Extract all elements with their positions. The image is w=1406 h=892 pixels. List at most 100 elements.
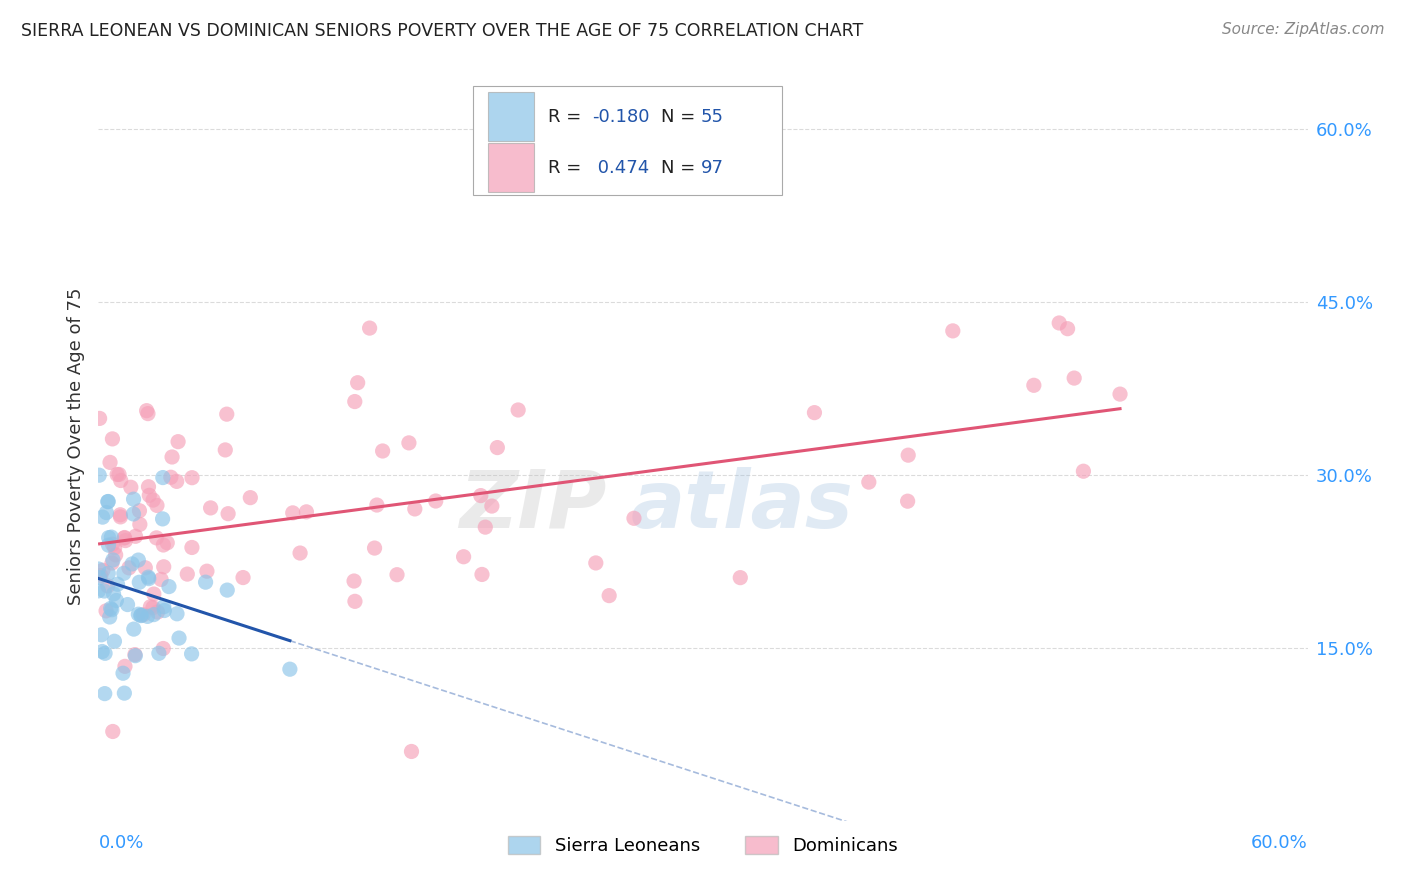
Point	[100, 530, 122, 544]
Point	[148, 646, 170, 660]
Point	[91, 644, 114, 658]
Point	[401, 744, 423, 758]
Point	[108, 467, 131, 482]
Point	[288, 546, 311, 560]
Point	[91, 510, 114, 524]
Point	[124, 648, 146, 663]
Point	[114, 659, 136, 673]
Point	[128, 517, 150, 532]
Text: Source: ZipAtlas.com: Source: ZipAtlas.com	[1222, 22, 1385, 37]
Point	[404, 502, 426, 516]
Point	[89, 411, 111, 425]
Y-axis label: Seniors Poverty Over the Age of 75: Seniors Poverty Over the Age of 75	[66, 287, 84, 605]
Point	[153, 599, 176, 614]
Point	[112, 566, 135, 581]
Point	[1056, 321, 1078, 335]
Point	[121, 557, 143, 571]
Point	[474, 520, 496, 534]
Point	[96, 506, 118, 520]
Text: 55: 55	[700, 108, 724, 126]
Point	[176, 567, 198, 582]
Point	[104, 548, 127, 562]
Point	[103, 587, 125, 601]
Point	[343, 594, 366, 608]
Point	[167, 434, 190, 449]
Point	[122, 622, 145, 636]
Point	[97, 494, 120, 508]
Point	[101, 537, 124, 551]
Point	[101, 556, 124, 570]
Point	[100, 601, 122, 615]
Point	[1063, 371, 1085, 385]
Point	[128, 504, 150, 518]
Point	[114, 531, 136, 545]
Point	[371, 444, 394, 458]
Point	[167, 631, 190, 645]
Point	[166, 607, 188, 621]
Text: 60.0%: 60.0%	[1251, 835, 1308, 853]
Point	[343, 394, 366, 409]
Point	[124, 648, 146, 662]
Point	[181, 471, 204, 485]
Point	[232, 570, 254, 584]
Point	[481, 499, 503, 513]
Point	[122, 507, 145, 521]
Point	[157, 580, 180, 594]
Point	[153, 603, 176, 617]
Point	[134, 561, 156, 575]
Point	[146, 605, 169, 619]
Point	[110, 509, 132, 524]
Point	[295, 505, 318, 519]
Point	[103, 634, 125, 648]
Text: R =: R =	[548, 159, 588, 177]
Point	[135, 403, 157, 417]
Point	[623, 511, 645, 525]
Point	[97, 579, 120, 593]
Point	[136, 609, 159, 624]
Point	[89, 468, 111, 483]
Point	[195, 564, 218, 578]
Point	[112, 531, 135, 545]
Point	[118, 561, 141, 575]
Point	[114, 533, 136, 548]
Point	[97, 538, 120, 552]
Point	[107, 577, 129, 591]
Point	[94, 646, 117, 660]
Point	[132, 607, 155, 622]
Point	[128, 575, 150, 590]
Text: -0.180: -0.180	[592, 108, 650, 126]
Point	[1073, 464, 1095, 478]
Point	[94, 604, 117, 618]
Point	[152, 559, 174, 574]
Point	[363, 541, 385, 555]
Point	[152, 641, 174, 656]
Text: atlas: atlas	[630, 467, 853, 545]
Point	[159, 470, 181, 484]
Point	[1022, 378, 1045, 392]
Point	[129, 608, 152, 623]
Point	[453, 549, 475, 564]
Point	[97, 494, 120, 508]
Point	[486, 441, 509, 455]
Point	[150, 573, 173, 587]
Point	[120, 480, 142, 494]
Point	[366, 498, 388, 512]
Point	[343, 574, 366, 588]
Point	[145, 531, 167, 545]
Text: 0.0%: 0.0%	[98, 835, 143, 853]
Point	[359, 321, 381, 335]
Point	[139, 599, 162, 614]
Point	[730, 571, 752, 585]
Point	[138, 480, 160, 494]
Point	[897, 494, 920, 508]
Point	[101, 724, 124, 739]
Point	[97, 566, 120, 581]
Text: N =: N =	[661, 159, 700, 177]
Text: SIERRA LEONEAN VS DOMINICAN SENIORS POVERTY OVER THE AGE OF 75 CORRELATION CHART: SIERRA LEONEAN VS DOMINICAN SENIORS POVE…	[21, 22, 863, 40]
Text: 0.474: 0.474	[592, 159, 650, 177]
Point	[425, 494, 447, 508]
Point	[142, 587, 165, 601]
Point	[91, 563, 114, 577]
Point	[166, 475, 188, 489]
Point	[346, 376, 368, 390]
